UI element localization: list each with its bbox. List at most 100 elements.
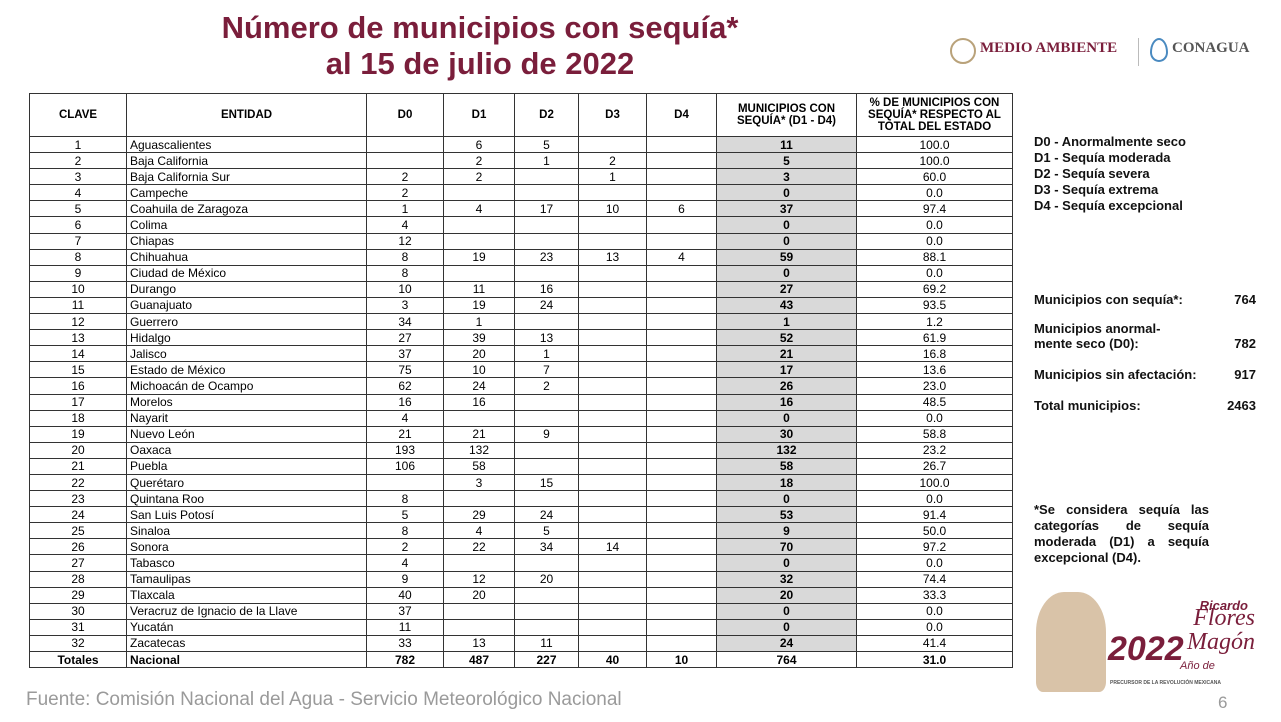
table-row: 12 Guerrero 34 1 1 1.2 xyxy=(29,313,1013,331)
column-header: D3 xyxy=(578,93,647,137)
legend-item: D3 - Sequía extrema xyxy=(1034,182,1159,197)
table-cell: 10 xyxy=(29,280,127,298)
table-cell: 2 xyxy=(29,152,127,170)
table-cell: Tamaulipas xyxy=(126,570,367,588)
table-cell: 10 xyxy=(646,650,717,669)
table-cell: Morelos xyxy=(126,393,367,411)
table-row: 27 Tabasco 4 0 0.0 xyxy=(29,554,1013,572)
table-row: 1 Aguascalientes 6 5 11 100.0 xyxy=(29,135,1013,154)
table-cell: 59 xyxy=(716,248,857,266)
column-header: D2 xyxy=(514,93,579,137)
table-row: 8 Chihuahua 8 19 23 13 4 59 88.1 xyxy=(29,248,1013,266)
table-cell: Ciudad de México xyxy=(126,264,367,282)
table-cell: 5 xyxy=(29,200,127,218)
table-cell: Aguascalientes xyxy=(126,135,367,154)
table-cell: 2 xyxy=(514,377,579,395)
column-header: CLAVE xyxy=(29,93,127,137)
table-cell: 17 xyxy=(514,200,579,218)
table-cell: 21 xyxy=(366,425,444,443)
table-cell: 12 xyxy=(366,232,444,250)
table-row: 3 Baja California Sur 2 2 1 3 60.0 xyxy=(29,168,1013,186)
table-cell: 37 xyxy=(716,200,857,218)
drop-icon xyxy=(1150,38,1168,62)
table-cell: Nuevo León xyxy=(126,425,367,443)
table-cell xyxy=(514,602,579,620)
table-cell: 19 xyxy=(443,248,515,266)
table-cell: 10 xyxy=(443,361,515,379)
table-cell xyxy=(514,216,579,234)
table-cell: 6 xyxy=(29,216,127,234)
table-cell: Sinaloa xyxy=(126,522,367,540)
table-cell: Baja California Sur xyxy=(126,168,367,186)
table-cell: 91.4 xyxy=(856,506,1013,524)
table-cell: 58 xyxy=(443,457,515,475)
table-cell xyxy=(514,457,579,475)
table-cell: 4 xyxy=(366,554,444,572)
table-cell xyxy=(443,216,515,234)
table-cell xyxy=(646,313,717,331)
table-cell: 34 xyxy=(366,313,444,331)
summary-value: 782 xyxy=(1234,336,1256,351)
summary-label: Municipios sin afectación: xyxy=(1034,367,1197,382)
column-header: MUNICIPIOS CON SEQUÍA* (D1 - D4) xyxy=(716,93,857,137)
table-cell: 17 xyxy=(29,393,127,411)
seal-icon xyxy=(950,38,976,64)
table-cell: 227 xyxy=(514,650,579,669)
table-cell: 16 xyxy=(443,393,515,411)
table-cell: Oaxaca xyxy=(126,441,367,459)
table-cell xyxy=(514,490,579,508)
table-cell: 1 xyxy=(443,313,515,331)
table-cell: 74.4 xyxy=(856,570,1013,588)
table-cell: 21 xyxy=(29,457,127,475)
table-cell: 2 xyxy=(366,184,444,202)
table-cell: 20 xyxy=(443,586,515,604)
table-cell: 20 xyxy=(514,570,579,588)
table-cell: 9 xyxy=(716,522,857,540)
table-cell: 0.0 xyxy=(856,232,1013,250)
table-row: 30 Veracruz de Ignacio de la Llave 37 0 0.0 xyxy=(29,602,1013,620)
column-header: ENTIDAD xyxy=(126,93,367,137)
table-cell: 13 xyxy=(578,248,647,266)
table-cell: 3 xyxy=(443,473,515,492)
table-cell: 5 xyxy=(514,135,579,154)
table-cell: 100.0 xyxy=(856,135,1013,154)
table-cell xyxy=(578,377,647,395)
table-cell: 193 xyxy=(366,441,444,459)
table-cell: 19 xyxy=(443,296,515,315)
table-cell xyxy=(514,586,579,604)
table-cell: 7 xyxy=(514,361,579,379)
table-cell xyxy=(646,602,717,620)
table-cell: San Luis Potosí xyxy=(126,506,367,524)
table-cell: 2 xyxy=(366,168,444,186)
table-cell xyxy=(578,457,647,475)
summary-row: Municipios con sequía*: 764 xyxy=(1034,292,1256,307)
table-cell: Nayarit xyxy=(126,409,367,427)
table-cell: 0 xyxy=(716,618,857,636)
table-cell: 3 xyxy=(29,168,127,186)
table-cell xyxy=(646,538,717,556)
table-cell xyxy=(514,232,579,250)
summary-value: 917 xyxy=(1234,367,1256,382)
table-cell: 0 xyxy=(716,554,857,572)
table-cell: 53 xyxy=(716,506,857,524)
column-header: D1 xyxy=(443,93,515,137)
table-cell xyxy=(646,586,717,604)
table-cell: 8 xyxy=(366,490,444,508)
table-cell: 0 xyxy=(716,490,857,508)
table-cell: 106 xyxy=(366,457,444,475)
badge-name: Ricardo xyxy=(1199,598,1248,613)
table-row: 18 Nayarit 4 0 0.0 xyxy=(29,409,1013,427)
table-cell xyxy=(578,264,647,282)
table-cell: 4 xyxy=(646,248,717,266)
table-cell xyxy=(578,232,647,250)
table-cell xyxy=(514,264,579,282)
table-cell xyxy=(578,296,647,315)
table-cell: 2 xyxy=(366,538,444,556)
table-cell: 16 xyxy=(366,393,444,411)
table-cell xyxy=(646,329,717,347)
table-cell xyxy=(443,602,515,620)
summary-row: Municipios anormal-mente seco (D0): 782 xyxy=(1034,321,1256,351)
table-cell: Querétaro xyxy=(126,473,367,492)
table-cell: Baja California xyxy=(126,152,367,170)
